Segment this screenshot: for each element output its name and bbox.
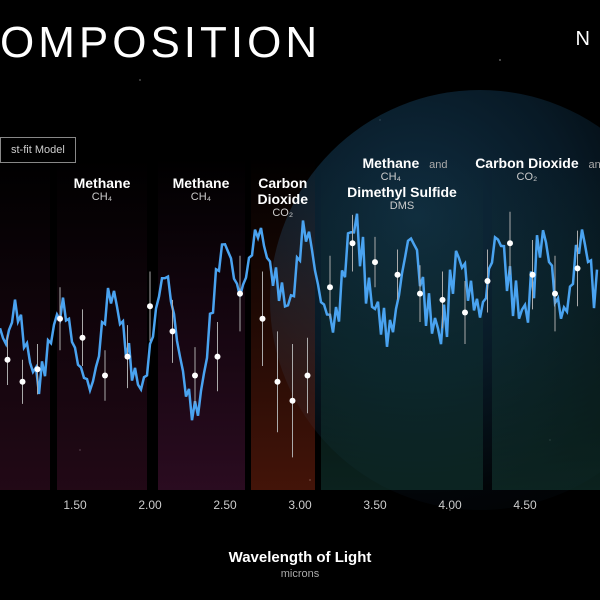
data-point [290, 398, 296, 404]
x-tick: 2.50 [213, 498, 236, 512]
x-tick: 2.00 [138, 498, 161, 512]
data-point [102, 373, 108, 379]
molecule-label: MethaneCH₄ [52, 175, 152, 204]
data-point [80, 335, 86, 341]
data-point [462, 310, 468, 316]
molecule-label: Carbon DioxideCO₂ and [461, 155, 600, 184]
x-tick: 3.50 [363, 498, 386, 512]
right-corner-label: N [576, 28, 590, 51]
data-point [372, 259, 378, 265]
data-point [575, 265, 581, 271]
data-point [552, 291, 558, 297]
data-point [125, 354, 131, 360]
data-point [440, 297, 446, 303]
page-title: OMPOSITION [0, 18, 321, 68]
data-point [5, 357, 11, 363]
x-tick: 4.50 [513, 498, 536, 512]
data-point [305, 373, 311, 379]
data-point [215, 354, 221, 360]
data-point [395, 272, 401, 278]
data-point [417, 291, 423, 297]
data-point [35, 366, 41, 372]
data-point [192, 373, 198, 379]
data-point [530, 272, 536, 278]
x-axis-label: Wavelength of Light microns [0, 549, 600, 580]
data-point [237, 291, 243, 297]
x-axis-unit: microns [0, 568, 600, 580]
x-tick: 4.00 [438, 498, 461, 512]
data-point [485, 278, 491, 284]
spectrum-chart: MethaneCH₄MethaneCH₄Carbon DioxideCO₂Met… [0, 140, 600, 490]
data-point [350, 240, 356, 246]
data-point [20, 379, 26, 385]
x-tick: 3.00 [288, 498, 311, 512]
x-tick: 1.50 [63, 498, 86, 512]
data-point [260, 316, 266, 322]
data-point [170, 328, 176, 334]
data-point [275, 379, 281, 385]
data-point [327, 284, 333, 290]
data-point [507, 240, 513, 246]
data-point [57, 316, 63, 322]
x-axis-title: Wavelength of Light [229, 549, 372, 566]
data-point [147, 303, 153, 309]
